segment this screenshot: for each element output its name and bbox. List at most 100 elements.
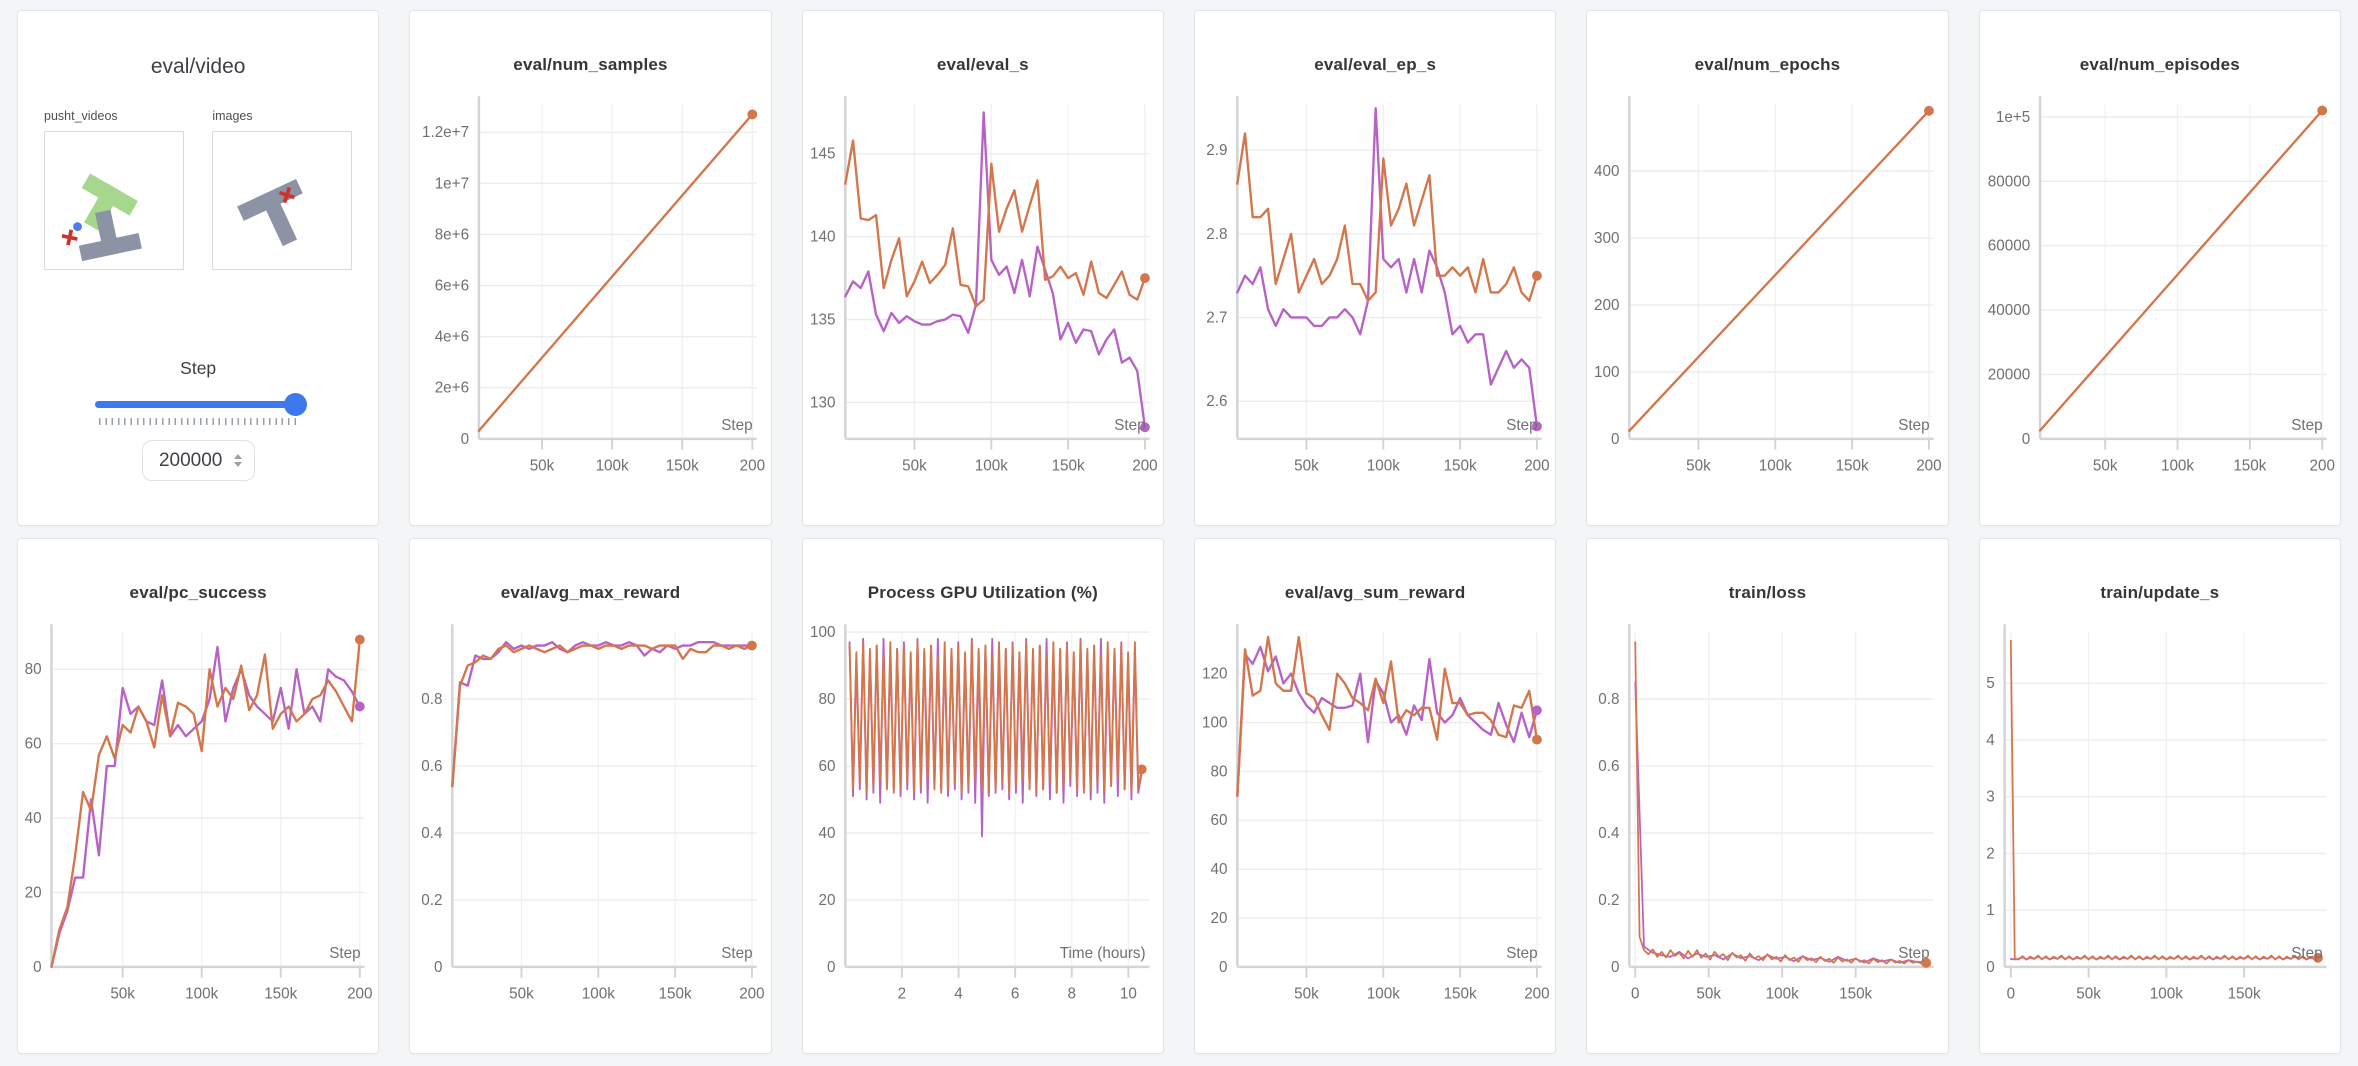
svg-text:Step: Step xyxy=(2291,945,2322,962)
svg-text:150k: 150k xyxy=(666,457,699,474)
svg-text:0: 0 xyxy=(434,959,442,976)
svg-text:0: 0 xyxy=(1986,959,1994,976)
video-cell-pusht: pusht_videos xyxy=(44,109,184,270)
chart-title: Process GPU Utilization (%) xyxy=(867,583,1098,602)
svg-text:2.9: 2.9 xyxy=(1206,142,1227,159)
target-cross xyxy=(279,187,296,204)
svg-text:1: 1 xyxy=(1986,902,1994,919)
video-thumbnail-pusht[interactable] xyxy=(44,131,184,270)
svg-text:100: 100 xyxy=(810,624,835,641)
svg-text:150k: 150k xyxy=(2227,985,2260,1002)
svg-text:100k: 100k xyxy=(185,985,218,1002)
svg-text:150k: 150k xyxy=(1444,985,1477,1002)
video-panel-title: eval/video xyxy=(150,55,246,78)
slider-tick-strip xyxy=(99,418,298,425)
svg-text:200: 200 xyxy=(1524,985,1549,1002)
svg-text:20: 20 xyxy=(1211,910,1228,927)
svg-text:200: 200 xyxy=(1594,297,1619,314)
chart-title: eval/pc_success xyxy=(129,583,267,602)
svg-text:150k: 150k xyxy=(2233,457,2266,474)
svg-text:60: 60 xyxy=(1211,812,1228,829)
svg-text:Step: Step xyxy=(1899,417,1930,434)
svg-text:200: 200 xyxy=(1524,457,1549,474)
svg-text:50k: 50k xyxy=(1294,457,1319,474)
svg-text:100k: 100k xyxy=(582,985,615,1002)
video-panel[interactable]: eval/video pusht_videos xyxy=(17,10,380,526)
chart-title: train/update_s xyxy=(2100,583,2220,602)
svg-text:60: 60 xyxy=(818,758,835,775)
svg-text:2.8: 2.8 xyxy=(1206,226,1227,243)
svg-text:150k: 150k xyxy=(264,985,297,1002)
svg-text:40000: 40000 xyxy=(1987,302,2029,319)
line-chart[interactable]: 50k 100k 150k 200 0 20 40 60 80 100 120 Step xyxy=(1195,615,1555,1047)
agent-dot xyxy=(73,222,82,232)
svg-text:40: 40 xyxy=(818,825,835,842)
chart-title: eval/num_epochs xyxy=(1694,55,1841,74)
svg-text:0.8: 0.8 xyxy=(422,691,443,708)
chart-panel[interactable]: eval/avg_sum_reward 50k 100k 150k 200 0 20 40 6… xyxy=(1194,538,1557,1054)
svg-text:1.2e+7: 1.2e+7 xyxy=(422,124,469,141)
chart-panel[interactable]: train/loss 0 50k 100k 150k 0 0.2 0.4 0.6 0.8 Step xyxy=(1586,538,1949,1054)
svg-text:50k: 50k xyxy=(530,457,555,474)
svg-text:400: 400 xyxy=(1594,163,1619,180)
step-slider[interactable] xyxy=(95,393,308,416)
stepper-up-icon[interactable] xyxy=(233,454,242,459)
svg-text:100k: 100k xyxy=(974,457,1007,474)
video-label: images xyxy=(212,109,253,123)
line-chart[interactable]: 0 50k 100k 150k 0 1 2 3 4 5 Step xyxy=(1980,615,2340,1047)
chart-panel[interactable]: eval/eval_ep_s 50k 100k 150k 200 2.6 2.7 2.8 2.… xyxy=(1194,10,1557,526)
svg-text:0: 0 xyxy=(2021,431,2029,448)
video-thumbnail-images[interactable] xyxy=(212,131,353,270)
svg-text:100: 100 xyxy=(1202,714,1227,731)
line-chart[interactable]: 50k 100k 150k 200 0 20 40 60 80 Step xyxy=(18,615,378,1047)
svg-text:Step: Step xyxy=(1506,417,1537,434)
svg-text:130: 130 xyxy=(810,394,835,411)
chart-panel[interactable]: Process GPU Utilization (%) 2 4 6 8 10 0 20 40 6… xyxy=(801,538,1164,1054)
slider-track[interactable] xyxy=(95,401,302,408)
svg-text:60: 60 xyxy=(25,736,42,753)
svg-text:2.7: 2.7 xyxy=(1206,309,1227,326)
chart-panel[interactable]: eval/num_samples 50k 100k 150k 200 0 2e+6 4e+6… xyxy=(409,10,772,526)
svg-text:150k: 150k xyxy=(1051,457,1084,474)
svg-text:Step: Step xyxy=(722,945,753,962)
svg-text:6e+6: 6e+6 xyxy=(435,277,469,294)
svg-text:6: 6 xyxy=(1011,985,1019,1002)
slider-thumb[interactable] xyxy=(284,393,308,416)
chart-panel[interactable]: eval/pc_success 50k 100k 150k 200 0 20 40 60 80 S… xyxy=(17,538,380,1054)
step-value-input-box[interactable] xyxy=(141,440,255,481)
stepper-arrows xyxy=(233,454,242,467)
svg-text:4: 4 xyxy=(1986,732,1995,749)
chart-panel[interactable]: eval/num_epochs 50k 100k 150k 200 0 100 200 300… xyxy=(1586,10,1949,526)
svg-text:80: 80 xyxy=(1211,763,1228,780)
chart-panel[interactable]: eval/eval_s 50k 100k 150k 200 130 135 140 145 St… xyxy=(801,10,1164,526)
svg-text:80000: 80000 xyxy=(1987,173,2029,190)
svg-text:40: 40 xyxy=(25,810,42,827)
svg-text:50k: 50k xyxy=(1294,985,1319,1002)
chart-title: eval/num_episodes xyxy=(2079,55,2240,74)
chart-title: eval/num_samples xyxy=(513,55,668,74)
svg-text:80: 80 xyxy=(818,691,835,708)
line-chart[interactable]: 50k 100k 150k 200 0 2e+6 4e+6 6e+6 8e+6 1e+7 1.2e+… xyxy=(410,87,770,519)
svg-text:0: 0 xyxy=(2006,985,2014,1002)
line-chart[interactable]: 50k 100k 150k 200 0 100 200 300 400 Step xyxy=(1587,87,1947,519)
svg-text:145: 145 xyxy=(810,146,835,163)
line-chart[interactable]: 50k 100k 150k 200 0 0.2 0.4 0.6 0.8 Step xyxy=(410,615,770,1047)
chart-title: eval/eval_s xyxy=(936,55,1029,74)
chart-panel[interactable]: train/update_s 0 50k 100k 150k 0 1 2 3 4 5 Step xyxy=(1978,538,2341,1054)
line-chart[interactable]: 50k 100k 150k 200 0 20000 40000 60000 80000 1e+5 S… xyxy=(1980,87,2340,519)
svg-text:100k: 100k xyxy=(596,457,629,474)
svg-text:1e+5: 1e+5 xyxy=(1996,109,2030,126)
svg-text:8e+6: 8e+6 xyxy=(435,226,469,243)
step-slider-label: Step xyxy=(180,358,217,378)
line-chart[interactable]: 50k 100k 150k 200 2.6 2.7 2.8 2.9 Step xyxy=(1195,87,1555,519)
stepper-down-icon[interactable] xyxy=(233,462,242,467)
svg-text:0.2: 0.2 xyxy=(422,892,443,909)
chart-panel[interactable]: eval/num_episodes 50k 100k 150k 200 0 20000 40… xyxy=(1978,10,2341,526)
svg-text:200: 200 xyxy=(1132,457,1157,474)
line-chart[interactable]: 0 50k 100k 150k 0 0.2 0.4 0.6 0.8 Step xyxy=(1587,615,1947,1047)
step-value-input[interactable] xyxy=(154,449,227,472)
svg-text:5: 5 xyxy=(1986,675,1994,692)
chart-panel[interactable]: eval/avg_max_reward 50k 100k 150k 200 0 0.2 0.… xyxy=(409,538,772,1054)
line-chart[interactable]: 50k 100k 150k 200 130 135 140 145 Step xyxy=(803,87,1163,519)
